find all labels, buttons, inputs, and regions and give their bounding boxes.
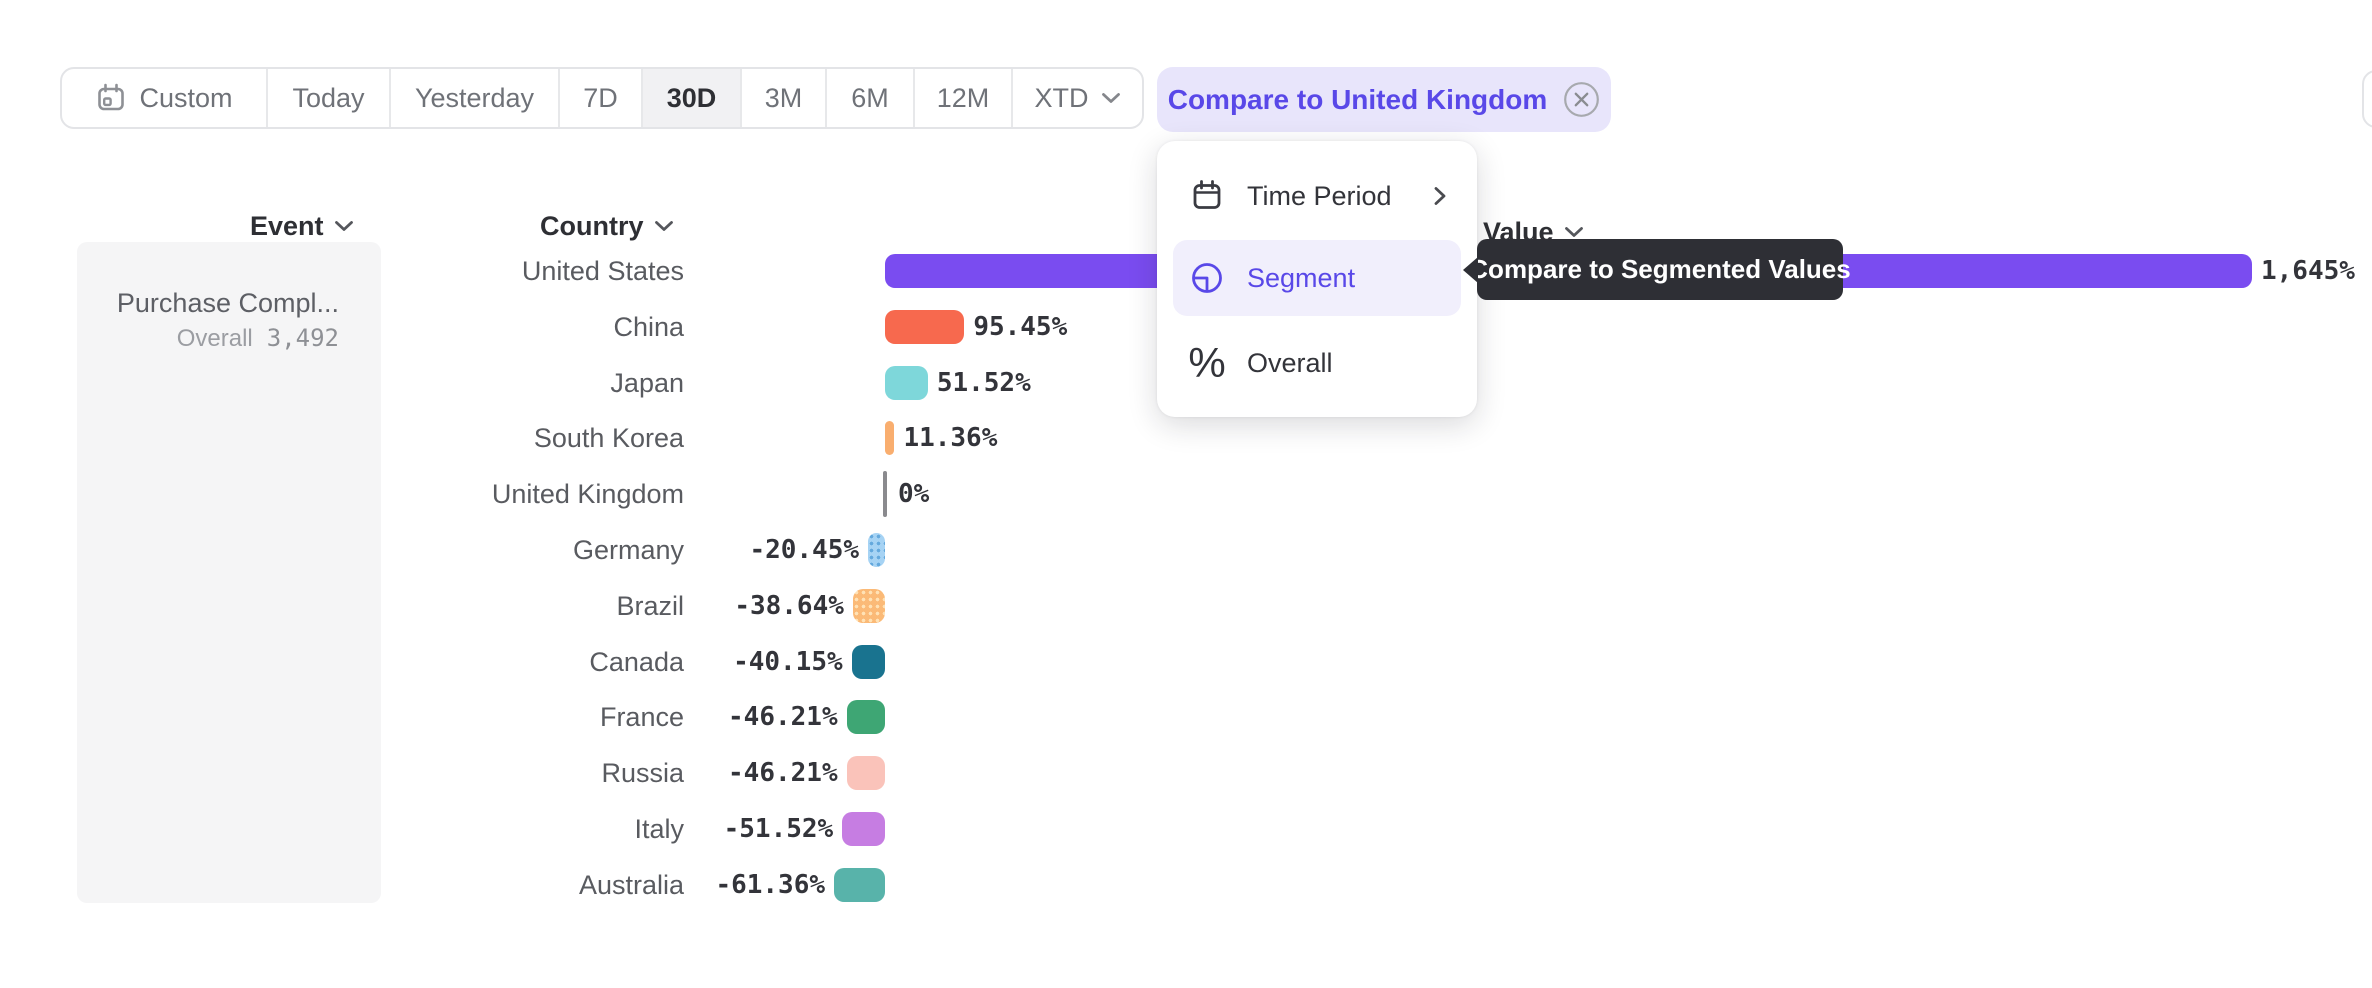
event-overall-row: Overall 3,492: [97, 324, 339, 353]
value-label: -38.64%: [734, 590, 844, 621]
event-name: Purchase Compl...: [116, 288, 339, 318]
chart-row: China 95.45%: [0, 299, 2372, 355]
country-label: Canada: [589, 646, 684, 677]
country-label: United Kingdom: [491, 479, 684, 510]
value-label: -46.21%: [728, 702, 838, 733]
column-header-event[interactable]: Event: [250, 206, 354, 246]
menu-item-label: Overall: [1247, 347, 1333, 378]
date-range-custom-button[interactable]: Custom: [62, 69, 268, 127]
overall-value: 3,492: [266, 324, 339, 352]
chart-row: Germany -20.45%: [0, 522, 2372, 578]
value-label: -61.36%: [715, 869, 826, 900]
chevron-down-icon: [654, 221, 673, 231]
chevron-down-icon: [1564, 227, 1583, 237]
date-range-30d-button[interactable]: 30D: [643, 69, 742, 127]
segment-icon: [1187, 259, 1227, 297]
country-label: Italy: [634, 814, 684, 844]
date-range-xtd-dropdown[interactable]: XTD: [1013, 69, 1142, 127]
bar-segment[interactable]: [885, 365, 928, 400]
calendar-custom-icon: [98, 83, 125, 111]
country-label: Japan: [610, 367, 684, 398]
value-label: 11.36%: [903, 423, 998, 454]
country-label: South Korea: [533, 423, 684, 454]
clipped-edge-button[interactable]: [2362, 70, 2372, 128]
country-label: Germany: [572, 535, 684, 565]
menu-item-time-period[interactable]: Time Period: [1173, 161, 1461, 231]
chart-row: Russia -46.21%: [0, 745, 2372, 801]
chart-row: Japan 51.52%: [0, 355, 2372, 411]
chevron-down-icon: [1101, 93, 1120, 103]
bar-segment[interactable]: [842, 812, 885, 846]
bar-segment[interactable]: [885, 421, 895, 456]
value-label: -40.15%: [733, 646, 843, 677]
bar-segment[interactable]: [868, 533, 885, 567]
chart-row: Brazil -38.64%: [0, 578, 2372, 634]
compare-chip-label: Compare to United Kingdom: [1167, 83, 1548, 115]
calendar-icon: [1187, 178, 1227, 214]
chart-row: United Kingdom 0%: [0, 466, 2372, 522]
value-label: 51.52%: [936, 367, 1031, 398]
bar-segment[interactable]: [846, 756, 885, 791]
percent-icon: %: [1188, 339, 1226, 386]
menu-item-label: Time Period: [1247, 180, 1392, 211]
country-label: United States: [521, 256, 684, 286]
chart-row: Australia -61.36%: [0, 857, 2372, 913]
tooltip-text: Compare to Segmented Values: [1469, 254, 1851, 284]
close-circle-icon[interactable]: [1563, 81, 1600, 118]
bar-segment[interactable]: [852, 588, 885, 623]
compare-to-segment-chip[interactable]: Compare to United Kingdom: [1157, 67, 1611, 132]
value-label: 0%: [898, 479, 930, 510]
date-range-6m-button[interactable]: 6M: [827, 69, 915, 127]
date-range-today-button[interactable]: Today: [268, 69, 391, 127]
country-label: Australia: [578, 869, 684, 900]
date-range-toolbar: Custom Today Yesterday 7D 30D 3M 6M 12M …: [60, 67, 1144, 129]
tooltip-compare-segmented-values: Compare to Segmented Values: [1463, 239, 1851, 300]
value-label: -20.45%: [749, 535, 860, 565]
date-range-12m-button[interactable]: 12M: [915, 69, 1013, 127]
value-label: 95.45%: [973, 311, 1068, 342]
overall-label: Overall: [176, 325, 253, 352]
chart-row: France -46.21%: [0, 689, 2372, 745]
chevron-right-icon: [1433, 185, 1447, 207]
bar-segment[interactable]: [851, 644, 885, 679]
bar-segment[interactable]: [885, 309, 965, 344]
compare-dropdown-menu: Time Period Segment % Overall: [1157, 141, 1477, 417]
segmented-bar-chart: United States 1,645% China 95.45% Japan 51.52…: [0, 243, 2372, 915]
chart-row: Canada -40.15%: [0, 634, 2372, 690]
column-header-country[interactable]: Country: [540, 206, 674, 246]
date-range-yesterday-button[interactable]: Yesterday: [391, 69, 560, 127]
country-label: Russia: [601, 758, 684, 789]
value-label: -51.52%: [723, 814, 834, 844]
tooltip-arrow-icon: [1463, 256, 1478, 283]
date-range-7d-button[interactable]: 7D: [560, 69, 643, 127]
chart-row: Italy -51.52%: [0, 801, 2372, 857]
event-card[interactable]: Purchase Compl... Overall 3,492: [77, 242, 381, 903]
menu-item-overall[interactable]: % Overall: [1173, 328, 1461, 398]
chart-row: South Korea 11.36%: [0, 410, 2372, 466]
value-label: -46.21%: [728, 758, 838, 789]
chevron-down-icon: [334, 221, 353, 231]
value-label: 1,645%: [2261, 256, 2355, 286]
country-label: France: [599, 702, 684, 733]
bar-segment[interactable]: [846, 700, 885, 735]
menu-item-label: Segment: [1247, 262, 1356, 293]
date-range-3m-button[interactable]: 3M: [742, 69, 827, 127]
country-label: China: [613, 311, 684, 342]
bar-segment[interactable]: [834, 867, 885, 902]
date-range-label: Custom: [139, 82, 233, 113]
menu-item-segment[interactable]: Segment: [1173, 240, 1461, 316]
country-label: Brazil: [616, 590, 684, 621]
zero-baseline-tick: [883, 471, 887, 518]
